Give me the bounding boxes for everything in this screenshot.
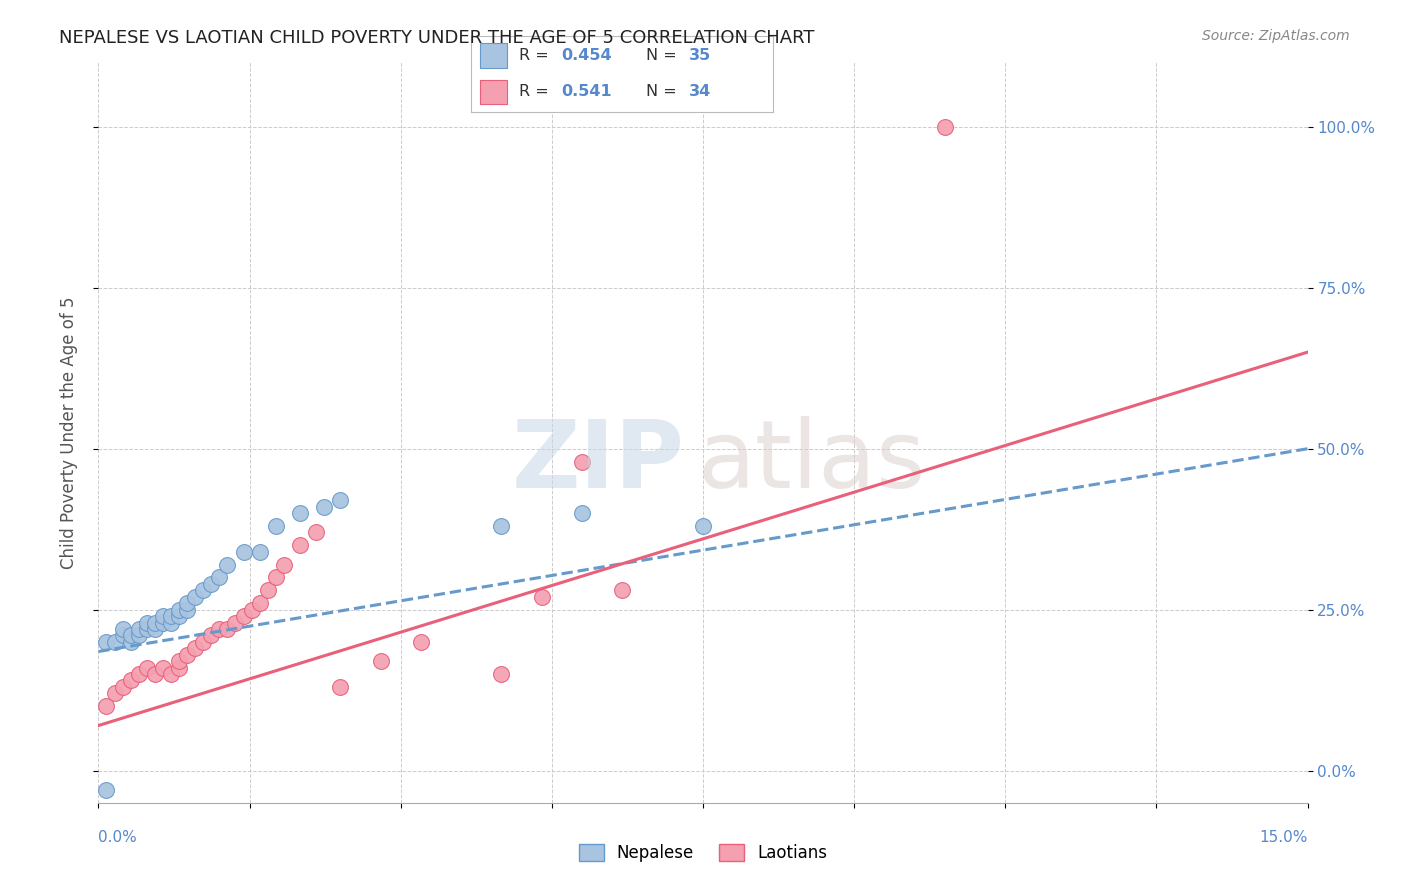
Point bbox=[329, 493, 352, 508]
Point bbox=[208, 622, 231, 636]
Point bbox=[224, 615, 246, 630]
Point bbox=[152, 660, 174, 674]
Point bbox=[249, 545, 271, 559]
Text: N =: N = bbox=[647, 48, 682, 63]
Point bbox=[193, 583, 215, 598]
Point bbox=[249, 596, 271, 610]
Point bbox=[256, 583, 278, 598]
Point bbox=[571, 506, 593, 520]
Point bbox=[111, 628, 134, 642]
Point bbox=[111, 622, 134, 636]
Point bbox=[111, 680, 134, 694]
Point bbox=[288, 506, 311, 520]
Text: NEPALESE VS LAOTIAN CHILD POVERTY UNDER THE AGE OF 5 CORRELATION CHART: NEPALESE VS LAOTIAN CHILD POVERTY UNDER … bbox=[59, 29, 814, 46]
Point bbox=[96, 699, 118, 714]
Point bbox=[305, 525, 328, 540]
Point bbox=[143, 622, 166, 636]
Point bbox=[232, 545, 254, 559]
Point bbox=[135, 615, 157, 630]
Point bbox=[103, 686, 125, 700]
Point bbox=[232, 609, 254, 624]
Point bbox=[167, 654, 190, 668]
Point bbox=[176, 648, 198, 662]
Point bbox=[491, 667, 513, 681]
Text: 0.0%: 0.0% bbox=[98, 830, 138, 845]
FancyBboxPatch shape bbox=[479, 79, 508, 104]
Point bbox=[176, 596, 198, 610]
Point bbox=[143, 615, 166, 630]
Point bbox=[491, 519, 513, 533]
Point bbox=[184, 641, 207, 656]
Point bbox=[273, 558, 295, 572]
Point bbox=[128, 622, 150, 636]
Point bbox=[160, 615, 183, 630]
Point bbox=[167, 609, 190, 624]
Text: 0.541: 0.541 bbox=[562, 84, 613, 99]
Point bbox=[370, 654, 392, 668]
Point bbox=[530, 590, 553, 604]
Text: 35: 35 bbox=[689, 48, 711, 63]
FancyBboxPatch shape bbox=[479, 44, 508, 68]
Text: 0.454: 0.454 bbox=[562, 48, 613, 63]
Text: R =: R = bbox=[519, 84, 554, 99]
Point bbox=[217, 558, 239, 572]
Text: Source: ZipAtlas.com: Source: ZipAtlas.com bbox=[1202, 29, 1350, 43]
Point bbox=[167, 660, 190, 674]
Point bbox=[193, 635, 215, 649]
Point bbox=[160, 609, 183, 624]
Point bbox=[200, 628, 222, 642]
Point bbox=[143, 667, 166, 681]
Point bbox=[934, 120, 956, 134]
Text: 34: 34 bbox=[689, 84, 711, 99]
Point bbox=[200, 577, 222, 591]
Text: 15.0%: 15.0% bbox=[1260, 830, 1308, 845]
Point bbox=[96, 635, 118, 649]
Point bbox=[176, 602, 198, 616]
Point bbox=[264, 570, 287, 584]
Point bbox=[160, 667, 183, 681]
Point bbox=[128, 628, 150, 642]
Point bbox=[135, 660, 157, 674]
Point bbox=[264, 519, 287, 533]
Point bbox=[409, 635, 432, 649]
Point bbox=[120, 628, 142, 642]
Point bbox=[240, 602, 263, 616]
Point bbox=[314, 500, 336, 514]
Point bbox=[571, 454, 593, 468]
Text: ZIP: ZIP bbox=[512, 417, 685, 508]
Text: N =: N = bbox=[647, 84, 682, 99]
Point bbox=[217, 622, 239, 636]
Point bbox=[612, 583, 634, 598]
Point bbox=[120, 635, 142, 649]
Point bbox=[152, 609, 174, 624]
Point bbox=[184, 590, 207, 604]
Point bbox=[167, 602, 190, 616]
Point bbox=[120, 673, 142, 688]
Point bbox=[96, 783, 118, 797]
Text: atlas: atlas bbox=[697, 417, 925, 508]
Point bbox=[208, 570, 231, 584]
Text: R =: R = bbox=[519, 48, 554, 63]
Point bbox=[329, 680, 352, 694]
Y-axis label: Child Poverty Under the Age of 5: Child Poverty Under the Age of 5 bbox=[59, 296, 77, 569]
Point bbox=[288, 538, 311, 552]
Point bbox=[135, 622, 157, 636]
Legend: Nepalese, Laotians: Nepalese, Laotians bbox=[572, 837, 834, 869]
Point bbox=[692, 519, 714, 533]
Point bbox=[152, 615, 174, 630]
Point bbox=[128, 667, 150, 681]
Point bbox=[103, 635, 125, 649]
